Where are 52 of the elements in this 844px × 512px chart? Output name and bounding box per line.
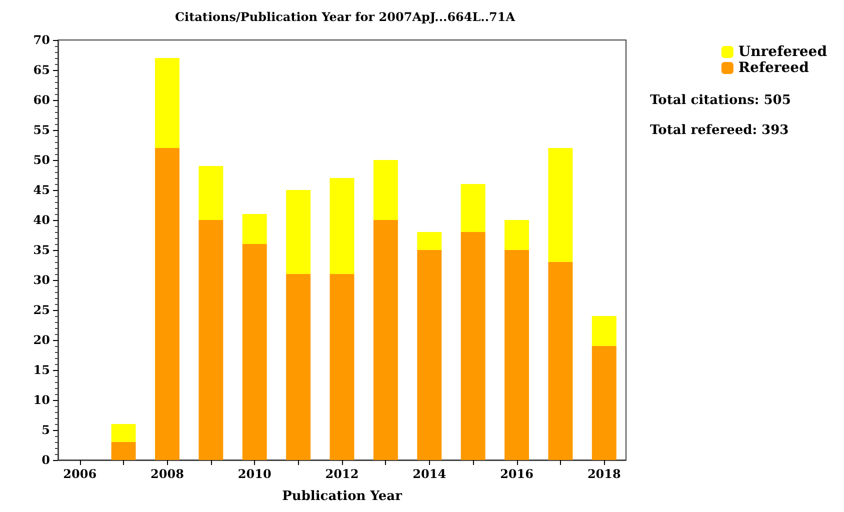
bar <box>198 166 224 220</box>
text: Total citations: 505 <box>650 93 791 108</box>
y-tick-label: 30 <box>33 273 50 287</box>
x-tick-label: 2010 <box>238 467 272 481</box>
x-axis-title: Publication Year <box>282 489 402 504</box>
x-tick-label: 2016 <box>500 467 534 481</box>
x-tick-label: 2008 <box>150 467 184 481</box>
bar <box>504 250 530 460</box>
y-tick-label: 45 <box>33 183 50 197</box>
bar <box>330 274 354 460</box>
legend-label: Refereed <box>738 60 810 76</box>
bar <box>111 424 136 442</box>
chart-title: Citations/Publication Year for 2007ApJ...664L..71A <box>174 10 516 24</box>
legend-label: Unrefereed <box>738 44 828 60</box>
bar <box>111 442 136 460</box>
bar <box>198 220 224 460</box>
bar <box>417 250 442 460</box>
y-tick-label: 10 <box>33 393 50 407</box>
x-tick-label: 2018 <box>587 467 621 481</box>
y-tick-label: 0 <box>42 453 50 467</box>
bar <box>154 58 180 148</box>
bar <box>373 220 398 460</box>
y-tick-label: 35 <box>33 243 50 257</box>
y-tick-label: 65 <box>33 63 50 77</box>
y-tick-label: 60 <box>33 93 50 107</box>
bar <box>242 214 267 244</box>
y-tick-label: 40 <box>33 213 50 227</box>
bar <box>592 346 616 460</box>
bar <box>286 274 311 460</box>
y-tick-label: 55 <box>33 123 50 137</box>
bar <box>286 190 311 274</box>
bar <box>330 178 354 274</box>
y-tick-label: 20 <box>33 333 50 347</box>
y-tick-label: 5 <box>42 423 50 437</box>
y-tick-label: 25 <box>33 303 50 317</box>
bar <box>548 262 573 460</box>
bar <box>154 148 180 460</box>
y-tick-label: 70 <box>33 33 50 47</box>
bar <box>417 232 442 250</box>
bar <box>548 148 573 262</box>
bar <box>592 316 616 346</box>
bar <box>504 220 530 250</box>
y-tick-label: 15 <box>33 363 50 377</box>
text: Total refereed: 393 <box>650 123 789 138</box>
bar <box>460 232 486 460</box>
bar <box>460 184 486 232</box>
x-tick-label: 2006 <box>63 467 97 481</box>
x-tick-label: 2014 <box>412 467 446 481</box>
x-tick-label: 2012 <box>325 467 359 481</box>
bar <box>373 160 398 220</box>
y-tick-label: 50 <box>33 153 50 167</box>
bar <box>242 244 267 460</box>
